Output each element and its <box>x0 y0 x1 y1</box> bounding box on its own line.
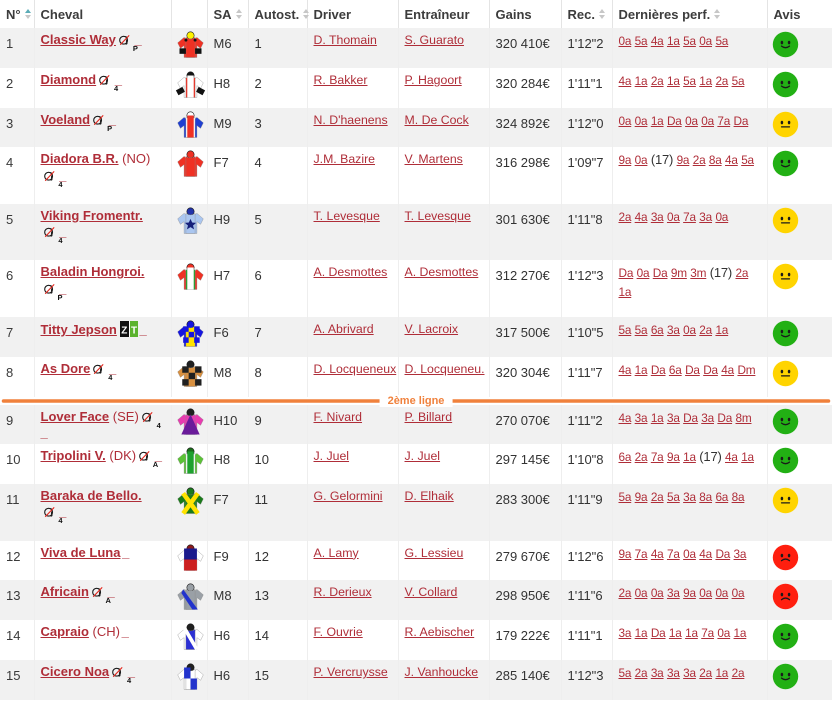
svg-text:Z: Z <box>121 325 127 336</box>
